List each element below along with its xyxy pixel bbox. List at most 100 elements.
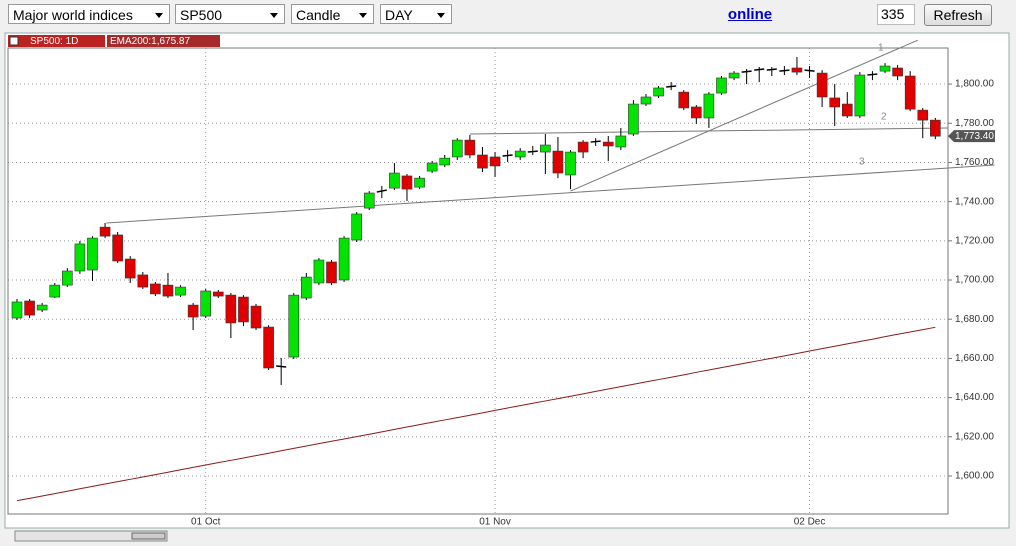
candle-body [691, 106, 702, 119]
candle-body [892, 67, 903, 77]
y-tick-label: 1,700.00 [955, 275, 994, 286]
candle-body [276, 365, 287, 368]
trendline [106, 164, 995, 224]
candle-body [99, 226, 111, 237]
candle-body [250, 305, 262, 329]
candle-body [754, 68, 765, 71]
candle-body [741, 70, 752, 73]
candle-body [389, 172, 400, 189]
candle-body [904, 75, 916, 110]
candle-body [540, 144, 551, 153]
trendline-label: 1 [878, 43, 884, 54]
candle-body [112, 234, 123, 262]
trendline [570, 39, 918, 192]
candle-body [263, 326, 274, 369]
candle-body [678, 91, 690, 109]
candle-body [401, 175, 413, 190]
candle-body [36, 304, 48, 311]
refresh-button[interactable]: Refresh [924, 4, 992, 26]
x-tick-label: 02 Dec [794, 517, 826, 528]
candle-body [49, 284, 61, 298]
status-link[interactable]: online [727, 6, 773, 23]
candle-body [879, 65, 891, 72]
chart-panel [4, 32, 1010, 529]
candle-body [628, 103, 639, 135]
y-tick-label: 1,600.00 [955, 471, 994, 482]
candle-body [829, 97, 841, 108]
candle-body [87, 237, 98, 271]
trendline-label: 2 [881, 112, 887, 123]
y-tick-label: 1,660.00 [955, 353, 994, 364]
candle-body [238, 296, 249, 323]
candle-body [326, 261, 337, 284]
candle-body [577, 141, 589, 153]
symbol-select[interactable]: SP500 [175, 4, 285, 24]
y-tick-label: 1,780.00 [955, 118, 994, 129]
candle-body [288, 294, 300, 358]
candle-body [464, 139, 476, 156]
candle-body [137, 274, 149, 288]
candle-body [666, 85, 677, 88]
candle-body [527, 150, 538, 153]
ema-tag [107, 35, 220, 47]
candle-body [439, 157, 451, 166]
trendline-label: 3 [859, 157, 865, 168]
trendline [469, 127, 948, 135]
candle-body [703, 93, 715, 119]
candle-body [779, 69, 790, 72]
candle-body [200, 290, 211, 317]
candle-body [162, 284, 174, 297]
candle-body [653, 87, 664, 97]
candle-body [602, 141, 614, 147]
x-tick-label: 01 Oct [191, 517, 221, 528]
candle-body [24, 300, 35, 316]
candle-body [489, 156, 501, 167]
plot-area [7, 47, 949, 515]
scrollbar[interactable] [14, 530, 168, 542]
series-icon [9, 36, 19, 46]
candle-body [565, 151, 576, 176]
candle-body [804, 69, 815, 72]
candle-body [477, 154, 488, 169]
candle-body [301, 276, 312, 299]
y-tick-label: 1,720.00 [955, 235, 994, 246]
last-price-label: 1,773.40 [955, 131, 994, 142]
y-tick-label: 1,760.00 [955, 157, 994, 168]
candle-body [917, 109, 929, 121]
candle-body [502, 154, 513, 157]
candle-body [426, 162, 438, 172]
market-select[interactable]: Major world indices [8, 4, 170, 24]
candle-body [187, 304, 199, 318]
y-tick-label: 1,740.00 [955, 196, 994, 207]
candle-body [640, 96, 652, 105]
candle-body [451, 139, 463, 158]
candle-body [212, 291, 224, 297]
scroll-thumb[interactable] [131, 532, 166, 540]
candle-body [552, 150, 564, 174]
candle-body [124, 258, 136, 279]
period-select[interactable]: DAY [380, 4, 452, 24]
candle-body [791, 67, 803, 73]
candle-body [225, 294, 237, 324]
candle-body [338, 237, 350, 281]
candle-body [766, 68, 777, 71]
candle-body [728, 72, 740, 79]
chart-type-select[interactable]: Candle [291, 4, 374, 24]
count-input[interactable]: 335 [877, 4, 915, 25]
candle-body [841, 103, 853, 117]
candle-body [74, 243, 86, 272]
candle-body [11, 301, 23, 319]
y-tick-label: 1,640.00 [955, 392, 994, 403]
candle-body [175, 286, 186, 296]
candle-body [930, 119, 941, 137]
ema-label: EMA200:1,675.87 [110, 36, 190, 47]
candle-body [62, 270, 73, 286]
last-price-tag [948, 130, 995, 143]
candle-body [816, 72, 828, 98]
candle-body [150, 283, 161, 295]
candle-body [854, 74, 866, 117]
candle-body [313, 259, 325, 284]
candle-body [514, 150, 526, 158]
